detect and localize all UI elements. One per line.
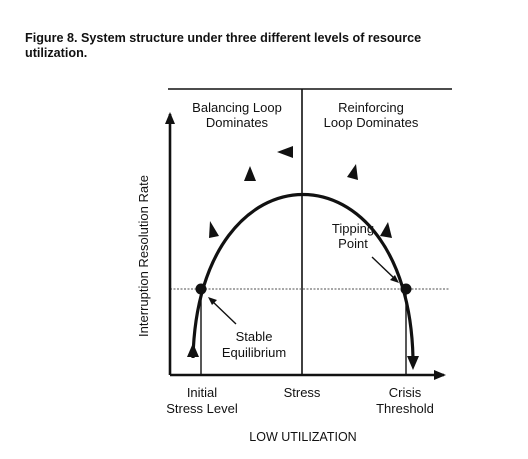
arrow-left-lower — [209, 221, 219, 238]
x-tick-initial-line-1: Initial — [187, 385, 217, 400]
arrow-left-upper — [244, 166, 256, 181]
reinforcing-loop-label-line-2: Loop Dominates — [324, 115, 419, 130]
system-dome-curve — [191, 192, 415, 359]
tipping-point-leader-head — [390, 275, 399, 283]
arrow-left-bottom-up — [187, 343, 199, 357]
reinforcing-loop-label-line-1: Reinforcing — [338, 100, 404, 115]
figure-title-line-2: utilization. — [25, 46, 88, 60]
figure-title-line-1: Figure 8. System structure under three d… — [25, 31, 422, 45]
x-tick-stress: Stress — [284, 385, 321, 400]
stable-equilibrium-leader — [211, 300, 237, 325]
x-tick-initial-line-2: Stress Level — [166, 401, 238, 416]
arrow-right-upper — [347, 164, 358, 180]
y-axis-label: Interruption Resolution Rate — [136, 175, 151, 337]
x-axis-label: LOW UTILIZATION — [249, 430, 356, 444]
tipping-point-label-line-1: Tipping — [332, 221, 374, 236]
arrow-right-lower — [380, 222, 392, 238]
x-tick-crisis-line-1: Crisis — [389, 385, 422, 400]
stable-equilibrium-leader-head — [208, 297, 217, 305]
stable-equilibrium-point — [195, 283, 207, 295]
tipping-point-leader — [371, 256, 396, 280]
balancing-loop-label-line-1: Balancing Loop — [192, 100, 282, 115]
stable-equilibrium-label-line-1: Stable — [236, 329, 273, 344]
figure-title: Figure 8. System structure under three d… — [25, 31, 525, 61]
tipping-point-marker — [400, 283, 412, 295]
arrow-top-left — [277, 146, 293, 158]
balancing-loop-label-line-2: Dominates — [206, 115, 269, 130]
stable-equilibrium-label-line-2: Equilibrium — [222, 345, 286, 360]
x-tick-crisis-line-2: Threshold — [376, 401, 434, 416]
arrow-right-bottom-down — [407, 356, 419, 370]
tipping-point-label-line-2: Point — [338, 236, 368, 251]
